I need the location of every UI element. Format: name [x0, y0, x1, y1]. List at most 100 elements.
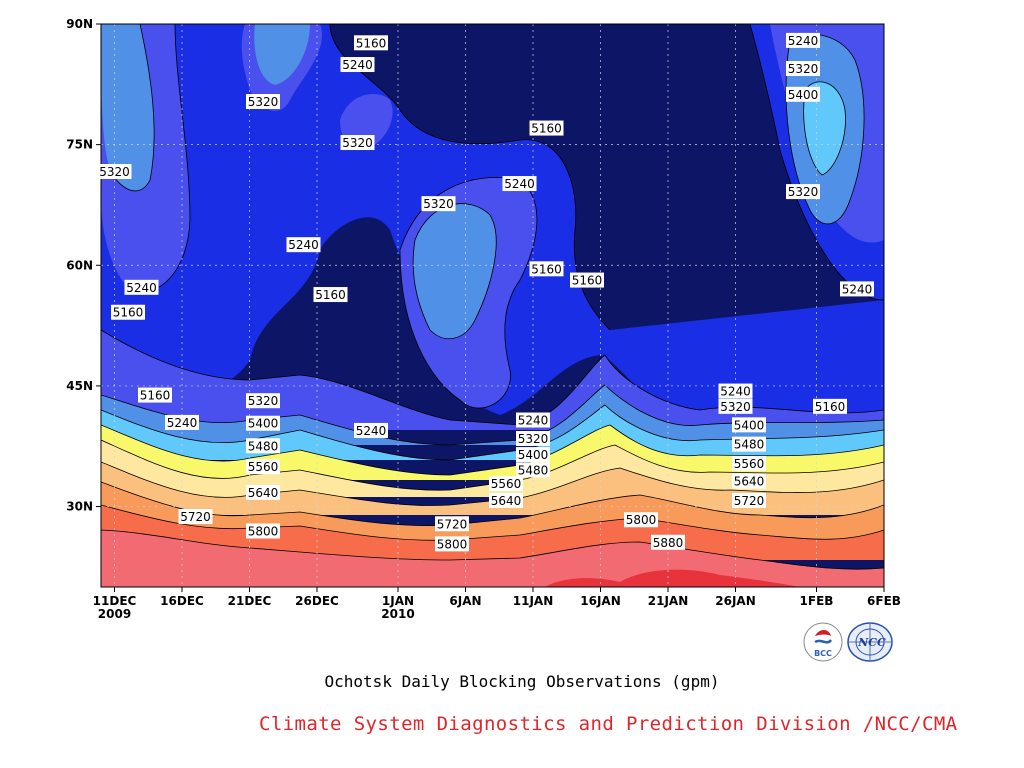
band-5800-5880: [101, 505, 884, 560]
x-tick-label-1: 16DEC: [160, 594, 204, 608]
contour-label-6: 5240: [502, 176, 537, 192]
contour-label-17: 5320: [718, 398, 753, 414]
contour-label-box-7: [421, 196, 456, 212]
contour-label-text-37: 5720: [180, 510, 211, 524]
contour-label-37: 5720: [178, 509, 213, 525]
contour-label-33: 5640: [246, 484, 280, 500]
x-tick-label-6: 11JAN: [513, 594, 554, 608]
y-tick-label-3: 75N: [66, 138, 93, 152]
contour-label-38: 5720: [435, 516, 469, 532]
contour-label-box-41: [435, 536, 469, 552]
contour-label-23: 5240: [354, 422, 388, 438]
credit-text: Climate System Diagnostics and Predictio…: [259, 713, 958, 735]
y-tick-label-4: 90N: [66, 17, 93, 31]
contour-label-10: 5160: [570, 272, 604, 288]
contour-label-text-3: 5320: [342, 136, 373, 150]
contour-label-box-36: [624, 512, 658, 528]
contour-label-28: 5560: [732, 455, 766, 471]
contour-label-text-12: 5160: [315, 288, 346, 302]
contour-label-box-14: [718, 383, 753, 399]
contour-chart: 5160524053205320532051605240532052405160…: [66, 17, 901, 621]
contour-label-text-29: 5560: [248, 460, 279, 474]
contour-label-34: 5640: [489, 492, 523, 508]
contour-label-text-36: 5800: [626, 513, 657, 527]
contour-label-12: 5160: [313, 287, 348, 303]
x-tick-sublabel-4: 2010: [381, 607, 414, 621]
contour-label-35: 5720: [732, 492, 766, 508]
y-tick-label-0: 30N: [66, 500, 93, 514]
contour-label-40: 5880: [651, 534, 685, 550]
contour-label-text-23: 5240: [356, 424, 387, 438]
contour-label-text-14: 5240: [720, 385, 751, 399]
svg-text:BCC: BCC: [814, 649, 832, 658]
contour-label-text-47: 5240: [842, 282, 873, 296]
band-gt-5880: [545, 569, 800, 587]
contour-label-27: 5400: [516, 447, 550, 463]
contour-label-box-31: [489, 476, 523, 492]
contour-label-2: 5320: [246, 94, 280, 110]
contour-label-text-0: 5160: [356, 36, 387, 50]
contour-label-44: 5240: [786, 32, 820, 48]
contour-label-text-21: 5240: [518, 414, 549, 428]
contour-label-43: 5320: [786, 61, 820, 77]
contour-label-box-26: [732, 436, 766, 452]
contour-label-text-27: 5400: [518, 448, 549, 462]
contour-label-text-30: 5480: [518, 463, 549, 477]
contour-label-box-37: [178, 509, 213, 525]
contour-label-box-2: [246, 94, 280, 110]
contour-label-box-32: [732, 473, 766, 489]
contour-label-21: 5240: [516, 412, 550, 428]
contour-label-text-44: 5240: [788, 34, 819, 48]
x-tick-label-3: 26DEC: [295, 594, 339, 608]
contour-label-19: 5240: [165, 414, 199, 430]
contour-label-31: 5560: [489, 476, 523, 492]
contour-label-box-28: [732, 455, 766, 471]
contour-label-text-43: 5320: [788, 62, 819, 76]
contour-label-text-22: 5400: [734, 418, 765, 432]
contour-label-box-8: [286, 237, 321, 253]
contour-label-box-19: [165, 414, 199, 430]
contour-label-text-6: 5240: [504, 177, 535, 191]
contour-label-box-21: [516, 412, 550, 428]
contour-label-text-34: 5640: [491, 494, 522, 508]
contour-label-box-27: [516, 447, 550, 463]
contour-label-1: 5240: [340, 57, 375, 73]
x-tick-label-11: 6FEB: [867, 594, 901, 608]
contour-label-box-9: [529, 261, 564, 277]
contour-label-text-24: 5320: [518, 432, 549, 446]
contour-label-box-3: [340, 135, 375, 151]
x-tick-label-4: 1JAN: [382, 594, 414, 608]
contour-label-text-41: 5800: [437, 537, 468, 551]
x-tick-label-8: 21JAN: [648, 594, 689, 608]
y-tick-label-1: 45N: [66, 379, 93, 393]
contour-label-box-33: [246, 484, 280, 500]
contour-label-25: 5480: [246, 438, 280, 454]
ncc-logo-icon: NCC: [847, 622, 893, 662]
contour-label-text-5: 5160: [531, 122, 562, 136]
contour-label-45: 5400: [786, 86, 820, 102]
contour-label-46: 5320: [786, 184, 820, 200]
contour-label-16: 5320: [246, 393, 280, 409]
contour-label-text-45: 5400: [788, 88, 819, 102]
contour-label-text-1: 5240: [342, 58, 373, 72]
contour-label-13: 5160: [111, 304, 145, 320]
contour-label-39: 5800: [246, 523, 280, 539]
contour-label-box-38: [435, 516, 469, 532]
x-tick-label-7: 16JAN: [580, 594, 621, 608]
contour-lines: [101, 24, 884, 570]
contour-label-text-8: 5240: [288, 238, 319, 252]
contour-label-22: 5400: [732, 417, 766, 433]
contour-label-text-33: 5640: [248, 486, 279, 500]
x-tick-label-10: 1FEB: [800, 594, 834, 608]
band-5480-5560: [101, 425, 884, 480]
contour-label-box-6: [502, 176, 537, 192]
contour-label-box-34: [489, 492, 523, 508]
contour-label-box-23: [354, 422, 388, 438]
contour-label-text-4: 5320: [99, 165, 130, 179]
contour-label-text-18: 5160: [815, 400, 846, 414]
contour-label-text-46: 5320: [788, 185, 819, 199]
contour-label-18: 5160: [813, 398, 847, 414]
contour-label-box-5: [529, 120, 564, 136]
contour-label-box-46: [786, 184, 820, 200]
contour-label-text-39: 5800: [248, 525, 279, 539]
